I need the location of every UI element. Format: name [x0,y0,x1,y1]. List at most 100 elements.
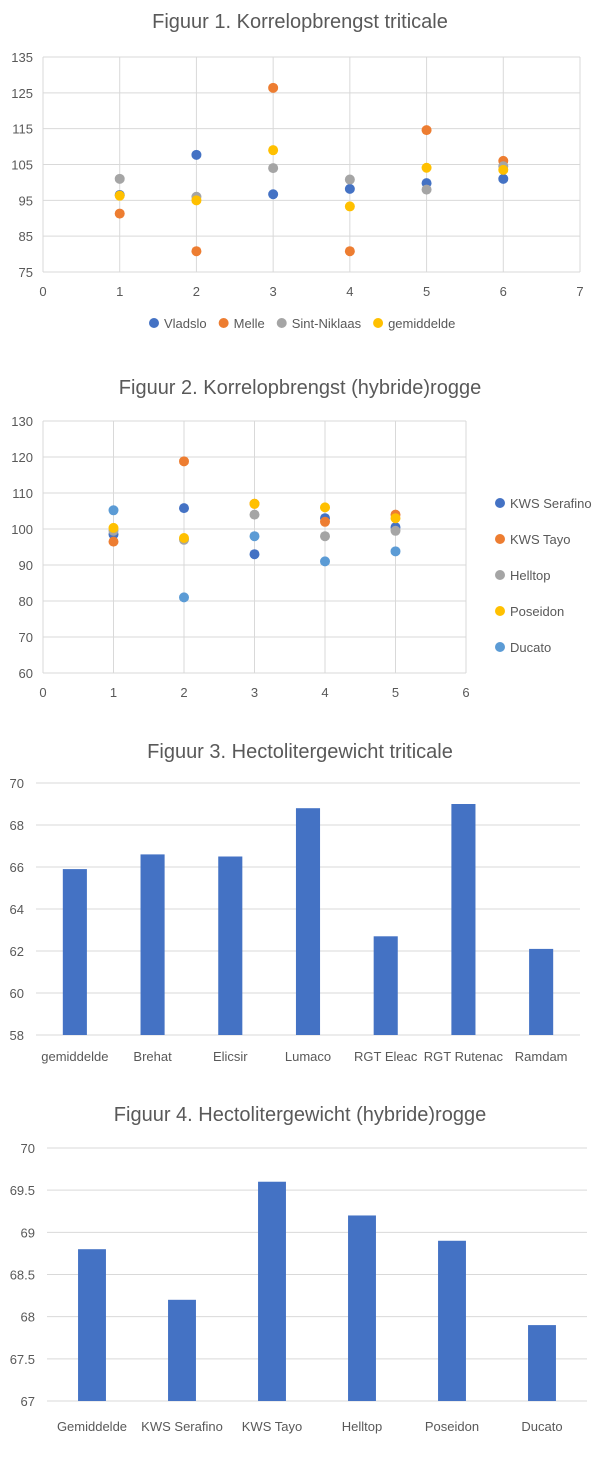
data-point [320,556,330,567]
data-point [320,502,330,513]
legend-entry: Ducato [510,640,551,655]
x-tick-label: 3 [270,284,277,299]
y-tick-label: 70 [21,1141,35,1156]
data-point [344,201,355,212]
legend-marker [495,570,505,580]
bar [218,856,243,1035]
data-point [320,516,330,527]
x-tick-label: 0 [39,284,46,299]
data-point [179,456,189,467]
bar [62,869,87,1035]
data-point [108,522,119,533]
data-point [108,505,119,516]
chart-korrelopbrengst-rogge: Figuur 2. Korrelopbrengst (hybride)rogge… [0,360,600,725]
y-tick-label: 67.5 [10,1352,35,1367]
x-tick-label: 4 [321,685,328,700]
x-tick-label: 3 [251,685,258,700]
data-point [268,82,279,93]
chart-hectolitergewicht-rogge: Figuur 4. Hectolitergewicht (hybride)rog… [0,1095,600,1469]
bar [528,1325,556,1401]
legend-marker [149,318,159,328]
data-point [421,162,432,173]
y-tick-label: 95 [19,193,33,208]
bar [373,936,398,1035]
bar [168,1299,196,1401]
legend-marker [276,318,287,328]
data-point [498,164,509,175]
x-tick-label: 5 [423,284,430,299]
data-point [344,246,355,257]
data-point [249,498,260,509]
category-label: KWS Serafino [141,1419,223,1434]
y-tick-label: 110 [12,486,33,501]
category-label: gemiddelde [41,1049,108,1064]
y-tick-label: 85 [19,229,33,244]
y-tick-label: 60 [19,666,33,681]
data-point [191,149,202,160]
data-point [179,592,189,603]
category-label: Gemiddelde [57,1419,127,1434]
bar [451,804,476,1035]
legend-entry: Sint-Niklaas [292,316,362,331]
data-point [390,525,401,536]
legend-entry: KWS Serafino [510,496,592,511]
x-tick-label: 2 [180,685,187,700]
legend-marker [218,318,229,328]
chart-title: Figuur 4. Hectolitergewicht (hybride)rog… [113,1104,487,1126]
y-tick-label: 67 [21,1394,35,1409]
data-point [421,125,432,136]
x-tick-label: 7 [576,284,583,299]
chart-title: Figuur 1. Korrelopbrengst triticale [152,11,448,33]
data-point [191,195,202,206]
legend-marker [495,498,505,508]
legend-marker [495,642,505,652]
data-point [421,184,432,195]
category-label: Ducato [521,1419,562,1434]
x-tick-label: 1 [116,284,123,299]
data-point [344,174,355,185]
data-point [249,509,260,520]
x-tick-label: 6 [500,284,507,299]
y-tick-label: 68 [21,1310,35,1325]
bar [78,1249,106,1401]
data-point [108,536,119,547]
y-tick-label: 68 [10,818,24,833]
y-tick-label: 75 [19,265,33,280]
legend-marker [373,318,384,328]
category-label: RGT Eleac [354,1049,418,1064]
category-label: Poseidon [425,1419,479,1434]
y-tick-label: 130 [11,414,33,429]
data-point [191,246,202,257]
category-label: Helltop [342,1419,382,1434]
y-tick-label: 125 [11,86,33,101]
y-tick-label: 66 [10,860,24,875]
bar-chart: 58 60 62 64 66 68 70 gemiddelde Brehat Elicsir Lum… [10,776,580,1064]
data-point [249,549,260,560]
y-tick-label: 62 [10,944,24,959]
legend-entry: KWS Tayo [510,532,570,547]
bar [438,1240,466,1401]
legend-entry: Helltop [510,568,550,583]
y-tick-label: 80 [19,594,33,609]
x-tick-label: 5 [392,685,399,700]
y-tick-label: 58 [10,1028,24,1043]
bar [295,808,321,1035]
y-tick-label: 105 [11,158,33,173]
y-tick-label: 70 [19,630,33,645]
legend-entry: Poseidon [510,604,564,619]
data-point [268,145,279,156]
bar [258,1181,286,1401]
x-tick-label: 1 [110,685,117,700]
data-point [390,546,401,557]
y-tick-label: 69 [21,1225,35,1240]
y-tick-label: 120 [11,450,33,465]
category-label: Elicsir [213,1049,248,1064]
legend-entry: Melle [234,316,265,331]
data-point [268,163,279,174]
data-point [114,190,125,201]
bar [529,948,554,1035]
y-tick-label: 68.5 [10,1268,35,1283]
data-point [390,513,401,524]
bar [140,854,165,1035]
legend-marker [495,606,505,616]
